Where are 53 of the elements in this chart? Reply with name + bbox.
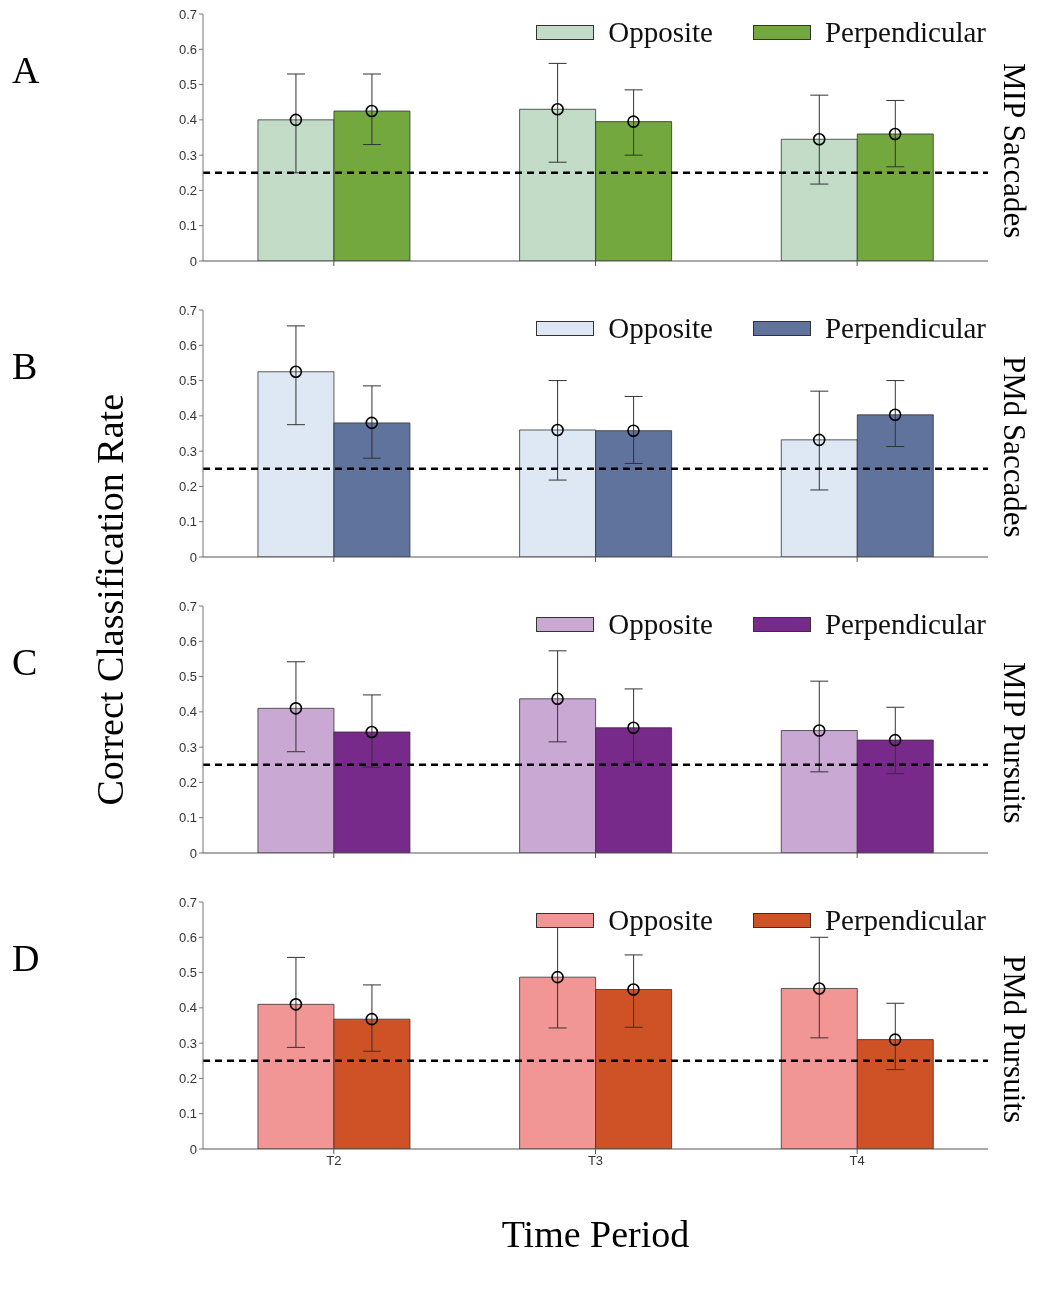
y-tick-label: 0.1: [178, 1106, 197, 1122]
text: A: [12, 48, 40, 92]
legend-label: Perpendicular: [824, 16, 986, 49]
y-tick-label: 0.6: [178, 41, 197, 57]
y-tick-label: 0: [189, 253, 197, 269]
y-tick-label: 0.1: [178, 218, 197, 234]
y-tick-label: 0.7: [178, 6, 197, 22]
y-axis-title: Correct Classification Rate: [88, 394, 132, 806]
y-tick-label: 0.2: [178, 479, 197, 495]
legend-label: Opposite: [608, 16, 713, 49]
legend-label: Opposite: [608, 904, 713, 937]
y-tick-label: 0.5: [178, 669, 197, 685]
text: PMd Saccades: [996, 356, 1032, 538]
y-tick-label: 0.4: [178, 1000, 197, 1016]
text: PMd Pursuits: [996, 955, 1032, 1123]
y-tick-label: 0.1: [178, 810, 197, 826]
text: C: [12, 640, 38, 684]
y-tick-label: 0.5: [178, 965, 197, 981]
legend-label: Opposite: [608, 312, 713, 345]
legend-label: Perpendicular: [824, 608, 986, 641]
y-tick-label: 0.4: [178, 112, 197, 128]
y-tick-label: 0: [189, 1141, 197, 1157]
y-tick-label: 0.5: [178, 77, 197, 93]
x-tick-label: T4: [849, 1153, 865, 1169]
y-tick-label: 0.6: [178, 337, 197, 353]
y-tick-label: 0.7: [178, 598, 197, 614]
legend-label: Perpendicular: [824, 312, 986, 345]
y-tick-label: 0: [189, 845, 197, 861]
y-tick-label: 0.1: [178, 514, 197, 530]
y-tick-label: 0.6: [178, 633, 197, 649]
y-tick-label: 0.4: [178, 408, 197, 424]
y-tick-label: 0.3: [178, 739, 197, 755]
x-axis-title: Time Period: [500, 1212, 691, 1256]
y-tick-label: 0.3: [178, 1035, 197, 1051]
y-tick-label: 0.3: [178, 147, 197, 163]
y-tick-label: 0.2: [178, 1071, 197, 1087]
y-tick-label: 0.3: [178, 443, 197, 459]
legend-label: Perpendicular: [824, 904, 986, 937]
y-tick-label: 0.7: [178, 894, 197, 910]
x-tick-label: T2: [326, 1153, 342, 1169]
text: D: [12, 936, 40, 980]
y-tick-label: 0.6: [178, 929, 197, 945]
y-tick-label: 0: [189, 549, 197, 565]
text: MIP Pursuits: [996, 662, 1032, 824]
y-tick-label: 0.7: [178, 302, 197, 318]
y-tick-label: 0.5: [178, 373, 197, 389]
y-tick-label: 0.4: [178, 704, 197, 720]
x-tick-label: T3: [587, 1153, 604, 1169]
y-tick-label: 0.2: [178, 183, 197, 199]
legend-label: Opposite: [608, 608, 713, 641]
text: MIP Saccades: [996, 63, 1032, 239]
text: B: [12, 344, 38, 388]
y-tick-label: 0.2: [178, 775, 197, 791]
